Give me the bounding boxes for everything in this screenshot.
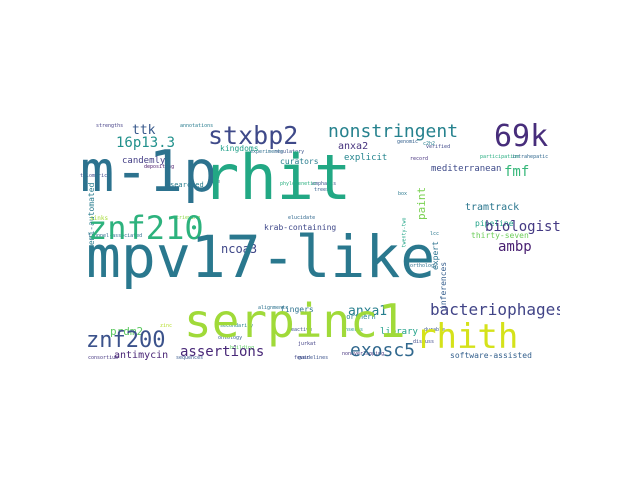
word-northern: northern	[342, 313, 376, 321]
word-fmf: fmf	[504, 164, 530, 180]
word-bacteriophages: bacteriophages	[430, 300, 560, 319]
word-mpv17-like: mpv17-like	[86, 223, 436, 291]
word-verified: verified	[426, 144, 451, 150]
word-genomic: genomic	[397, 139, 419, 145]
word-consortium: consortium	[88, 355, 119, 361]
word-regulatory: regulatory	[274, 149, 305, 155]
word-ttk: ttk	[132, 123, 156, 138]
word-depositing: depositing	[144, 164, 175, 170]
word-16p13-3: 16p13.3	[116, 135, 176, 151]
word-orthology: orthology	[410, 263, 438, 269]
word-nonoverlapping: nonoverlapping	[342, 351, 385, 357]
word-trees: trees	[314, 187, 330, 193]
word-jurkat: jurkat	[298, 341, 317, 347]
word-anxa2: anxa2	[338, 141, 369, 152]
word-znf210: znf210	[88, 209, 204, 247]
word-intrahepatic: intrahepatic	[512, 154, 549, 160]
word-rhith: rhith	[416, 317, 519, 357]
word-sequences: sequences	[176, 355, 204, 361]
word-sinks: sinks	[90, 215, 109, 222]
word-pipeline: pipeline	[475, 219, 514, 228]
word-biologist: biologist	[485, 219, 560, 235]
word-record: record	[410, 156, 429, 162]
word-69k: 69k	[494, 120, 549, 154]
word-ontology: ontology	[218, 335, 243, 341]
word-life: life	[208, 179, 221, 185]
word-zinc: zinc	[160, 323, 173, 329]
word-thirty-seven: thirty-seven	[471, 231, 529, 240]
word-reactive: reactive	[288, 327, 313, 333]
word-retrieving: retrieving	[170, 215, 201, 221]
word-phylogenetic: phylogenetic	[280, 181, 317, 187]
word-nonstringent: nonstringent	[328, 121, 459, 142]
word-fingers: fingers	[280, 305, 314, 314]
word-guidelines: guidelines	[298, 355, 329, 361]
word-durable: durable	[424, 327, 446, 333]
word-building: building	[230, 345, 255, 351]
word-telomeric: telomeric	[80, 173, 108, 179]
word-paint: paint	[415, 186, 428, 220]
word-m-1p: m-1p	[80, 139, 218, 205]
word-participation: participation	[480, 154, 520, 160]
word-alignments: alignments	[258, 305, 289, 311]
word-explicit: explicit	[344, 153, 388, 163]
word-emphasis: emphasis	[312, 181, 337, 187]
word-annotations: annotations	[180, 123, 214, 129]
word-software-assisted: software-assisted	[450, 351, 532, 360]
word-ambp: ambp	[498, 239, 532, 255]
word-truppel-associated: truppel-associated	[88, 233, 143, 239]
word-secondarily: secondarily	[220, 323, 254, 329]
word-candemly: candemly	[122, 156, 166, 166]
word-strengths: strengths	[96, 123, 124, 129]
word-krab-containing: krab-containing	[264, 223, 337, 232]
word-mediterranean: mediterranean	[431, 164, 502, 174]
word-prdm2: prdm2	[110, 325, 144, 338]
word-library: library	[380, 327, 418, 337]
word-stxbp2: stxbp2	[208, 121, 299, 150]
word-znf200: znf200	[86, 328, 166, 353]
word-fever: fever	[294, 355, 310, 361]
word-ncoa3: ncoa3	[221, 242, 258, 256]
word-antimycin: antimycin	[114, 350, 169, 361]
word-inserts: inserts	[342, 327, 364, 333]
word-cloud: strengths annotations verified trees elu…	[80, 120, 560, 360]
word-rhit: rhit	[202, 141, 352, 214]
word-discuss: discuss	[413, 339, 435, 345]
word-c2h2: c2h2	[423, 141, 436, 147]
word-curators: curators	[280, 157, 319, 166]
word-assertions: assertions	[180, 344, 265, 360]
word-tramtrack: tramtrack	[465, 202, 520, 213]
word-elucidate: elucidate	[288, 215, 316, 221]
word-exosc5: exosc5	[350, 340, 416, 360]
word-lcc: lcc	[430, 231, 440, 237]
word-experiments: experiments	[250, 149, 284, 155]
word-box: box	[398, 191, 408, 197]
word-kingdoms: kingdoms	[220, 144, 259, 153]
word-anxa1: anxa1	[348, 304, 388, 319]
word-serpinc1: serpinc1	[184, 294, 406, 348]
word-searched: searched	[170, 181, 204, 189]
